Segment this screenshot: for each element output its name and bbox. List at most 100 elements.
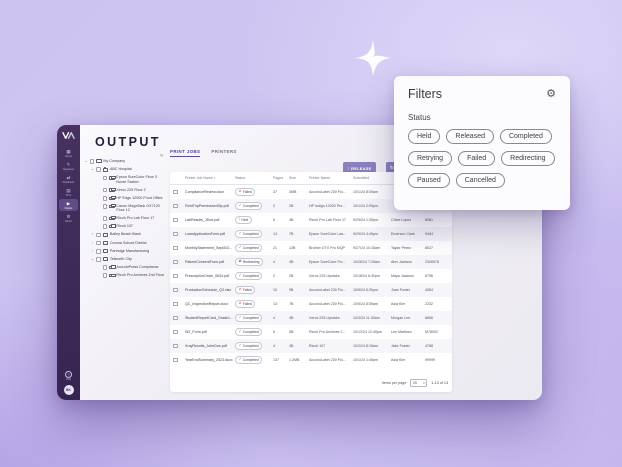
tree-chevron-icon[interactable]: ›	[91, 240, 94, 245]
tree-checkbox[interactable]	[102, 216, 108, 221]
sidebar-item-admin[interactable]: ⚙ Admin	[59, 212, 78, 224]
row-checkbox[interactable]	[173, 357, 178, 363]
tree-node[interactable]: › Bailey Beach Bank	[84, 232, 166, 238]
status-filter-chip-failed[interactable]: Failed	[458, 151, 496, 166]
status-filter-chip-held[interactable]: Held	[408, 129, 441, 144]
tab-printers[interactable]: PRINTERS	[211, 149, 237, 154]
tree-checkbox[interactable]	[102, 265, 108, 270]
tree-checkbox[interactable]	[96, 232, 101, 238]
sidebar-item-print[interactable]: ▤ Print	[59, 186, 78, 198]
tab-print-jobs[interactable]: PRINT JOBS	[170, 149, 201, 158]
tree-node[interactable]: ⌄ My Company	[84, 159, 166, 164]
release-button[interactable]: ↑ RELEASE	[343, 162, 376, 174]
tree-checkbox[interactable]	[102, 204, 108, 209]
row-checkbox[interactable]	[173, 217, 178, 223]
tree-chevron-icon[interactable]: ›	[91, 248, 94, 253]
row-checkbox[interactable]	[173, 287, 178, 293]
help-button[interactable]: ? Help	[65, 370, 72, 381]
cell-pages: 21	[273, 246, 277, 250]
table-row[interactable]: LoanApplicationForm.pdf ✓ Completed 14 7…	[170, 227, 452, 241]
sidebar-item-output[interactable]: ▶ Output	[59, 199, 78, 211]
table-row[interactable]: W2_Form.pdf ✓ Completed 5 5B Ricoh Pro A…	[170, 325, 452, 339]
status-filter-chip-paused[interactable]: Paused	[408, 173, 450, 188]
tree-node[interactable]: › Corona School District	[84, 241, 166, 246]
tree-node[interactable]: Canon MegaTank GX7120 Floor 12	[84, 204, 166, 213]
row-checkbox[interactable]	[173, 259, 178, 265]
sidebar-item-workflows[interactable]: ⇄ Workflows	[59, 173, 78, 185]
sort-descending-icon[interactable]: ↓	[212, 176, 216, 180]
tree-checkbox[interactable]	[96, 257, 101, 262]
column-header[interactable]: Printer Job Name ↓	[185, 176, 216, 180]
table-row[interactable]: YearEndSummary_2023.docx ✓ Completed 137…	[170, 353, 452, 367]
tree-checkbox[interactable]	[102, 273, 108, 279]
row-checkbox[interactable]	[173, 343, 178, 349]
print-jobs-table: Printer Job Name ↓ Status Pages Size Printer…	[170, 172, 452, 392]
status-icon: ⇄	[238, 259, 242, 264]
table-row[interactable]: PatientConsentForm.pdf ⇄ Redirecting 4 4…	[170, 255, 452, 269]
column-header[interactable]: Size	[289, 176, 296, 180]
status-icon: ✓	[238, 343, 242, 348]
cell-job-name: PatientConsentForm.pdf	[185, 260, 224, 264]
table-row[interactable]: ProductionSchedule_Q3.xlsx ⊘ Failed 10 9…	[170, 283, 452, 297]
row-checkbox[interactable]	[173, 301, 178, 307]
tree-checkbox[interactable]	[102, 224, 108, 230]
tree-node[interactable]: Epson SureColor Floor 3 Nurse Station	[84, 175, 166, 184]
status-filter-chip-completed[interactable]: Completed	[499, 129, 552, 144]
tree-checkbox[interactable]	[96, 240, 101, 246]
tree-node[interactable]: Ricoh Pro Lab Floor 17	[84, 216, 166, 221]
status-filter-chip-cancelled[interactable]: Cancelled	[455, 173, 505, 188]
table-row[interactable]: StudentReportCard_Grade1... ✓ Completed …	[170, 311, 452, 325]
help-label: Help	[65, 378, 72, 381]
gear-icon[interactable]: ⚙	[546, 87, 556, 100]
user-avatar[interactable]: BK	[63, 385, 74, 395]
tree-checkbox[interactable]	[96, 248, 101, 254]
tree-checkbox[interactable]	[102, 195, 108, 201]
tree-chevron-icon[interactable]: ⌄	[90, 256, 95, 261]
column-header[interactable]: Printer Name	[309, 176, 331, 180]
table-row[interactable]: MonthlyStatement_Sept202... ✓ Completed …	[170, 241, 452, 255]
tree-checkbox[interactable]	[102, 175, 108, 181]
status-filter-chip-redirecting[interactable]: Redirecting	[501, 151, 555, 166]
status-filter-chip-retrying[interactable]: Retrying	[408, 151, 453, 166]
tree-node[interactable]: HP Edge 12000 Front Office	[84, 196, 166, 201]
tree-chevron-icon[interactable]: ›	[91, 232, 94, 237]
tree-collapse-icon[interactable]: «	[160, 153, 164, 159]
column-header[interactable]: Pages	[273, 176, 284, 180]
sidebar-item-home[interactable]: ▦ Home	[59, 147, 78, 159]
cell-submitted: 9/29/24 1:30pm	[353, 218, 378, 222]
row-checkbox[interactable]	[173, 245, 178, 251]
row-checkbox[interactable]	[173, 315, 178, 321]
sidebar-item-signature[interactable]: ✎ Signature	[59, 160, 78, 172]
tree-checkbox[interactable]	[96, 167, 101, 172]
tree-node[interactable]: AccurioPress Compliance	[84, 265, 166, 270]
items-per-page-select[interactable]: 20 ▾	[410, 378, 428, 388]
cell-submitted: 9/27/24 10:15am	[353, 246, 380, 250]
table-row[interactable]: PrescriptionOrder_0634.pdf ✓ Completed 2…	[170, 269, 452, 283]
column-header[interactable]: Submitted	[353, 176, 370, 180]
tree-checkbox[interactable]	[89, 159, 95, 164]
row-checkbox[interactable]	[173, 203, 178, 209]
tree-node[interactable]: Xerox 225 Floor 2	[84, 188, 166, 193]
tree-chevron-icon[interactable]: ⌄	[84, 159, 88, 163]
retry-icon: ↻	[390, 165, 394, 170]
cell-job-name: LoanApplicationForm.pdf	[185, 232, 225, 236]
column-header[interactable]: Status	[235, 176, 246, 180]
tree-node[interactable]: Ricoh Pro Archives 2nd Floor	[84, 273, 166, 279]
row-checkbox[interactable]	[173, 231, 178, 237]
row-checkbox[interactable]	[173, 273, 178, 279]
table-row[interactable]: LabResults_JDoe.pdf ‖ Held 5 4B Ricoh Pr…	[170, 213, 452, 227]
row-checkbox[interactable]	[173, 189, 178, 195]
table-row[interactable]: QC_InspectionReport.docx ⊘ Failed 13 7B …	[170, 297, 452, 311]
row-checkbox[interactable]	[173, 329, 178, 335]
status-filter-chip-released[interactable]: Released	[446, 129, 494, 144]
tree-node[interactable]: ⌄ Tellworth City	[84, 257, 166, 262]
tree-node[interactable]: ⌄ ABC Hospital	[84, 167, 166, 172]
cell-size: 3MB	[289, 190, 297, 194]
tree-node[interactable]: Ricoh 107	[84, 224, 166, 230]
tree-node[interactable]: › Partridge Manufacturing	[84, 249, 166, 254]
table-row[interactable]: XrayResults_JohnDoe.pdf ✓ Completed 4 4B…	[170, 339, 452, 353]
table-row[interactable]: FieldTripPermissionSlip.pdf ✓ Completed …	[170, 199, 452, 213]
tree-chevron-icon[interactable]: ⌄	[90, 167, 95, 172]
table-row[interactable]: ComplianceReview.docx ⊘ Failed 37 3MB Ac…	[170, 185, 452, 199]
tree-checkbox[interactable]	[102, 187, 108, 193]
